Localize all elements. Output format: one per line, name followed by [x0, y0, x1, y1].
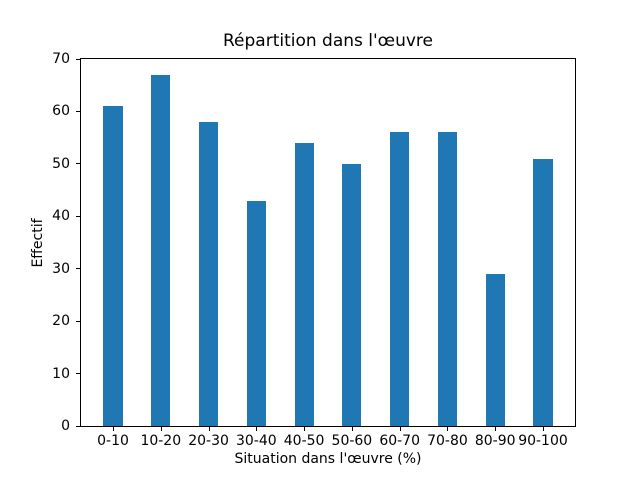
x-tick-mark — [304, 427, 306, 431]
x-tick-mark — [495, 427, 497, 431]
chart-title: Répartition dans l'œuvre — [222, 31, 433, 51]
bar-10-20 — [151, 74, 171, 426]
y-tick-mark — [76, 58, 80, 60]
x-tick-label: 40-50 — [283, 433, 325, 449]
x-tick-mark — [542, 427, 544, 431]
x-tick-label: 70-80 — [427, 433, 468, 449]
x-tick-mark — [113, 427, 114, 431]
y-tick-mark — [76, 163, 80, 165]
y-tick-mark — [76, 110, 80, 112]
bar-70-80 — [437, 132, 457, 426]
y-tick-label: 60 — [52, 103, 70, 120]
y-tick-label: 0 — [61, 418, 70, 434]
x-tick-label: 50-60 — [331, 433, 373, 449]
bar-20-30 — [199, 121, 219, 426]
x-tick-mark — [399, 427, 401, 431]
y-tick-label: 50 — [52, 155, 70, 172]
x-tick-label: 30-40 — [235, 433, 277, 449]
bar-50-60 — [342, 163, 362, 426]
bar-30-40 — [246, 200, 266, 426]
x-tick-label: 0-10 — [97, 433, 129, 449]
x-tick-label: 90-100 — [518, 433, 568, 449]
x-tick-mark — [256, 427, 258, 431]
x-tick-label: 60-70 — [379, 433, 420, 449]
x-tick-mark — [351, 427, 353, 431]
y-tick-label: 20 — [52, 313, 70, 330]
bar-80-90 — [485, 273, 505, 426]
y-tick-label: 70 — [52, 51, 70, 67]
y-axis-label: Effectif — [30, 218, 46, 268]
x-tick-label: 20-30 — [188, 433, 229, 449]
x-tick-label: 10-20 — [140, 433, 182, 449]
y-tick-mark — [76, 425, 80, 427]
y-tick-mark — [76, 215, 80, 217]
y-tick-mark — [76, 373, 80, 375]
y-tick-mark — [76, 320, 80, 322]
y-tick-label: 40 — [52, 208, 70, 225]
x-tick-mark — [208, 427, 210, 431]
bar-40-50 — [294, 142, 314, 426]
bar-0-10 — [103, 106, 123, 426]
y-tick-label: 30 — [52, 260, 70, 277]
x-axis-label: Situation dans l'œuvre (%) — [234, 451, 422, 467]
y-tick-label: 10 — [52, 365, 70, 382]
x-tick-label: 80-90 — [474, 433, 516, 449]
plot-area: 0-10 10-20 20-30 30-40 40-50 50-60 60-70 70-80 8… — [52, 52, 576, 449]
bar-60-70 — [390, 132, 410, 426]
x-tick-mark — [160, 427, 162, 431]
bar-90-100 — [533, 158, 553, 426]
y-tick-mark — [76, 268, 80, 270]
x-tick-mark — [447, 427, 449, 431]
